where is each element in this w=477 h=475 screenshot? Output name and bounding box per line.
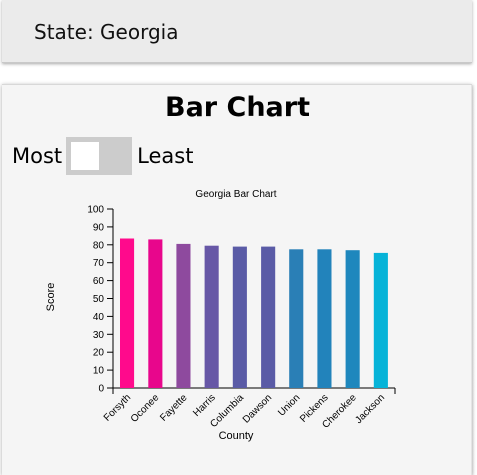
x-tick-label: Harris xyxy=(191,392,218,419)
bar-oconee[interactable] xyxy=(148,239,163,388)
bar-union[interactable] xyxy=(289,249,304,388)
header-card: State: Georgia xyxy=(2,0,472,63)
x-tick-label: Union xyxy=(276,392,302,418)
y-tick-label: 80 xyxy=(93,240,105,251)
y-tick-label: 50 xyxy=(93,294,105,305)
bar-forsyth[interactable] xyxy=(120,238,135,389)
y-tick-label: 60 xyxy=(93,276,105,287)
x-tick-label: Fayette xyxy=(158,392,190,424)
y-tick-label: 20 xyxy=(93,348,105,359)
y-axis: 0 10 20 30 40 50 60 70 80 90 100 xyxy=(87,205,114,395)
bar-fayette[interactable] xyxy=(176,243,191,388)
bar-chart: Georgia Bar Chart 0 10 20 30 40 50 60 70 80 90 100… xyxy=(45,189,396,442)
x-tick-label: Forsyth xyxy=(102,392,133,423)
sort-toggle-switch[interactable] xyxy=(66,137,133,175)
sort-toggle-row: Most Least xyxy=(12,137,193,175)
bar-cherokee[interactable] xyxy=(345,250,360,388)
state-title: State: Georgia xyxy=(34,20,179,44)
y-axis-label: Score xyxy=(45,283,57,312)
bar-dawson[interactable] xyxy=(261,246,276,388)
chart-heading: Bar Chart xyxy=(165,92,310,123)
toggle-label-least: Least xyxy=(137,144,194,168)
bar-pickens[interactable] xyxy=(317,249,332,388)
x-tick-label: Dawson xyxy=(241,392,274,425)
bar-jackson[interactable] xyxy=(373,252,388,388)
toggle-knob[interactable] xyxy=(71,142,100,170)
y-tick-label: 70 xyxy=(93,258,105,269)
toggle-label-most: Most xyxy=(12,144,63,168)
y-tick-label: 100 xyxy=(87,205,104,216)
y-tick-label: 40 xyxy=(93,312,105,323)
y-tick-label: 10 xyxy=(93,366,105,377)
x-tick-label: Oconee xyxy=(129,392,162,425)
bar-harris[interactable] xyxy=(204,245,219,388)
y-tick-label: 0 xyxy=(98,384,104,395)
y-tick-label: 90 xyxy=(93,222,105,233)
chart-title: Georgia Bar Chart xyxy=(195,189,276,200)
x-tick-label: Jackson xyxy=(353,392,387,426)
y-tick-label: 30 xyxy=(93,330,105,341)
x-axis-label: County xyxy=(219,430,254,442)
bar-columbia[interactable] xyxy=(232,246,247,388)
bars xyxy=(120,238,388,389)
